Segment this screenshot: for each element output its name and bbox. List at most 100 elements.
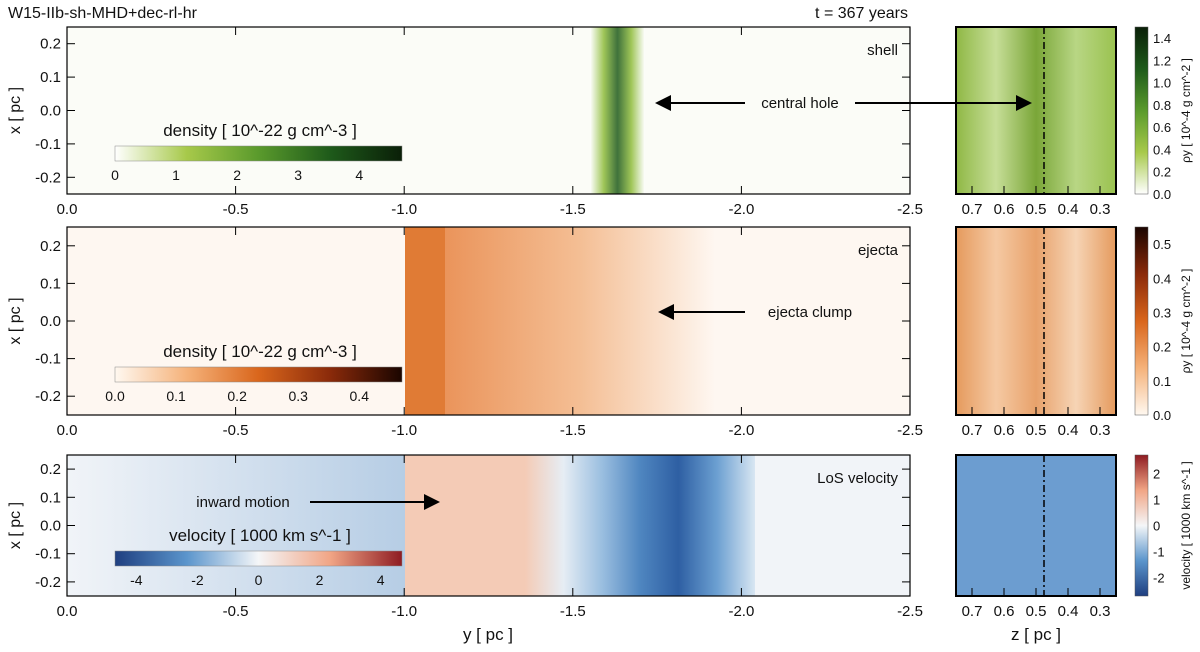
side-colorbar-tick: 0.1 xyxy=(1153,374,1171,389)
main-ylabel: x [ pc ] xyxy=(7,297,24,344)
ambient-region xyxy=(755,455,910,596)
panel-1: 0.2 0.1 0.0 -0.1 -0.2 x [ pc ] 0.0 -0.5 -1.0 -1.5… xyxy=(7,226,1193,439)
main-ylabel: x [ pc ] xyxy=(7,502,24,549)
colorbar xyxy=(114,550,403,567)
side-xtick-label: 0.5 xyxy=(1026,603,1047,620)
colorbar-title: density [ 10^-22 g cm^-3 ] xyxy=(163,342,357,361)
xtick-label: 0.0 xyxy=(57,201,78,218)
panel-label: shell xyxy=(867,42,898,59)
side-colorbar-tick: 0 xyxy=(1153,519,1160,534)
xtick-label: -0.5 xyxy=(223,603,249,620)
side-map xyxy=(956,455,1116,596)
colorbar-tick: 1 xyxy=(172,167,180,183)
ytick-label: 0.2 xyxy=(40,36,61,53)
annotation-inward-motion: inward motion xyxy=(196,494,289,511)
side-colorbar-label: ρy [ 10^-4 g cm^-2 ] xyxy=(1179,269,1193,374)
side-xtick-label: 0.4 xyxy=(1058,422,1079,439)
side-colorbar-tick: 0.0 xyxy=(1153,187,1171,202)
ytick-label: -0.2 xyxy=(35,574,61,591)
xtick-label: -1.5 xyxy=(560,603,586,620)
colorbar-tick: 0.0 xyxy=(105,388,125,404)
panel-label: LoS velocity xyxy=(817,470,898,487)
ytick-label: 0.1 xyxy=(40,275,61,292)
ejecta-front xyxy=(405,227,445,415)
side-xlabel: z [ pc ] xyxy=(1011,625,1061,644)
xtick-label: -2.0 xyxy=(728,201,754,218)
panel-0: 0.2 0.1 0.0 -0.1 -0.2 x [ pc ] 0.0 -0.5 -1.0 -1.5… xyxy=(7,26,1193,218)
side-xtick-label: 0.4 xyxy=(1058,201,1079,218)
side-colorbar-tick: 0.3 xyxy=(1153,305,1171,320)
inward-region xyxy=(405,455,525,596)
side-xtick-label: 0.3 xyxy=(1090,422,1111,439)
side-colorbar-tick: 1 xyxy=(1153,492,1160,507)
colorbar-tick: 4 xyxy=(377,572,385,588)
ytick-label: 0.0 xyxy=(40,518,61,535)
side-colorbar-label: velocity [ 1000 km s^-1 ] xyxy=(1179,461,1193,589)
colorbar-tick: 0 xyxy=(111,167,119,183)
side-colorbar-label: ρy [ 10^-4 g cm^-2 ] xyxy=(1179,58,1193,163)
colorbar xyxy=(114,145,403,162)
side-xtick-label: 0.5 xyxy=(1026,422,1047,439)
xtick-label: 0.0 xyxy=(57,603,78,620)
side-xtick-label: 0.5 xyxy=(1026,201,1047,218)
shell-structure xyxy=(590,27,645,194)
colorbar-tick: 0.2 xyxy=(227,388,247,404)
colorbar-tick: 2 xyxy=(316,572,324,588)
side-xtick-label: 0.6 xyxy=(994,201,1015,218)
xtick-label: -2.0 xyxy=(728,603,754,620)
xtick-label: -0.5 xyxy=(223,201,249,218)
side-colorbar-tick: 0.2 xyxy=(1153,340,1171,355)
colorbar-tick: 0.1 xyxy=(166,388,186,404)
ytick-label: -0.1 xyxy=(35,351,61,368)
colorbar-tick: 3 xyxy=(294,167,302,183)
side-map xyxy=(956,227,1116,415)
colorbar-tick: 0.4 xyxy=(350,388,370,404)
side-colorbar xyxy=(1134,226,1149,416)
side-colorbar-tick: -1 xyxy=(1153,545,1165,560)
panel-2: 0.2 0.1 0.0 -0.1 -0.2 x [ pc ] 0.0 -0.5 -1.0 -1.5… xyxy=(7,454,1193,620)
side-colorbar-tick: 1.4 xyxy=(1153,31,1171,46)
ytick-label: -0.2 xyxy=(35,388,61,405)
side-xtick-label: 0.3 xyxy=(1090,603,1111,620)
main-xlabel: y [ pc ] xyxy=(463,625,513,644)
side-colorbar-tick: 0.6 xyxy=(1153,120,1171,135)
xtick-label: -0.5 xyxy=(223,422,249,439)
colorbar-tick: 0 xyxy=(255,572,263,588)
side-colorbar-tick: 0.5 xyxy=(1153,237,1171,252)
side-map xyxy=(956,27,1116,194)
outward-region xyxy=(525,455,755,596)
side-colorbar-tick: 0.4 xyxy=(1153,142,1171,157)
side-colorbar-tick: 1.2 xyxy=(1153,53,1171,68)
side-xtick-label: 0.7 xyxy=(962,603,983,620)
side-colorbar-tick: 0.4 xyxy=(1153,271,1171,286)
xtick-label: -2.5 xyxy=(897,603,923,620)
side-colorbar-tick: 0.8 xyxy=(1153,98,1171,113)
annotation-central-hole: central hole xyxy=(761,95,839,112)
side-xtick-label: 0.4 xyxy=(1058,603,1079,620)
xtick-label: -2.5 xyxy=(897,422,923,439)
xtick-label: -1.0 xyxy=(391,422,417,439)
side-colorbar xyxy=(1134,26,1149,195)
side-xtick-label: 0.6 xyxy=(994,603,1015,620)
colorbar-tick: -2 xyxy=(191,572,204,588)
main-map xyxy=(67,27,910,194)
main-ylabel: x [ pc ] xyxy=(7,87,24,134)
side-colorbar xyxy=(1134,454,1149,597)
ytick-label: 0.0 xyxy=(40,313,61,330)
side-xtick-label: 0.7 xyxy=(962,201,983,218)
ytick-label: -0.1 xyxy=(35,546,61,563)
side-xtick-label: 0.3 xyxy=(1090,201,1111,218)
ytick-label: 0.1 xyxy=(40,489,61,506)
xtick-label: 0.0 xyxy=(57,422,78,439)
ytick-label: 0.2 xyxy=(40,461,61,478)
colorbar xyxy=(114,366,403,383)
xtick-label: -1.5 xyxy=(560,201,586,218)
annotation-ejecta-clump: ejecta clump xyxy=(768,304,852,321)
colorbar-tick: -4 xyxy=(130,572,143,588)
side-colorbar-tick: 1.0 xyxy=(1153,76,1171,91)
side-colorbar-tick: -2 xyxy=(1153,571,1165,586)
side-colorbar-tick: 0.0 xyxy=(1153,408,1171,423)
side-colorbar-tick: 2 xyxy=(1153,466,1160,481)
